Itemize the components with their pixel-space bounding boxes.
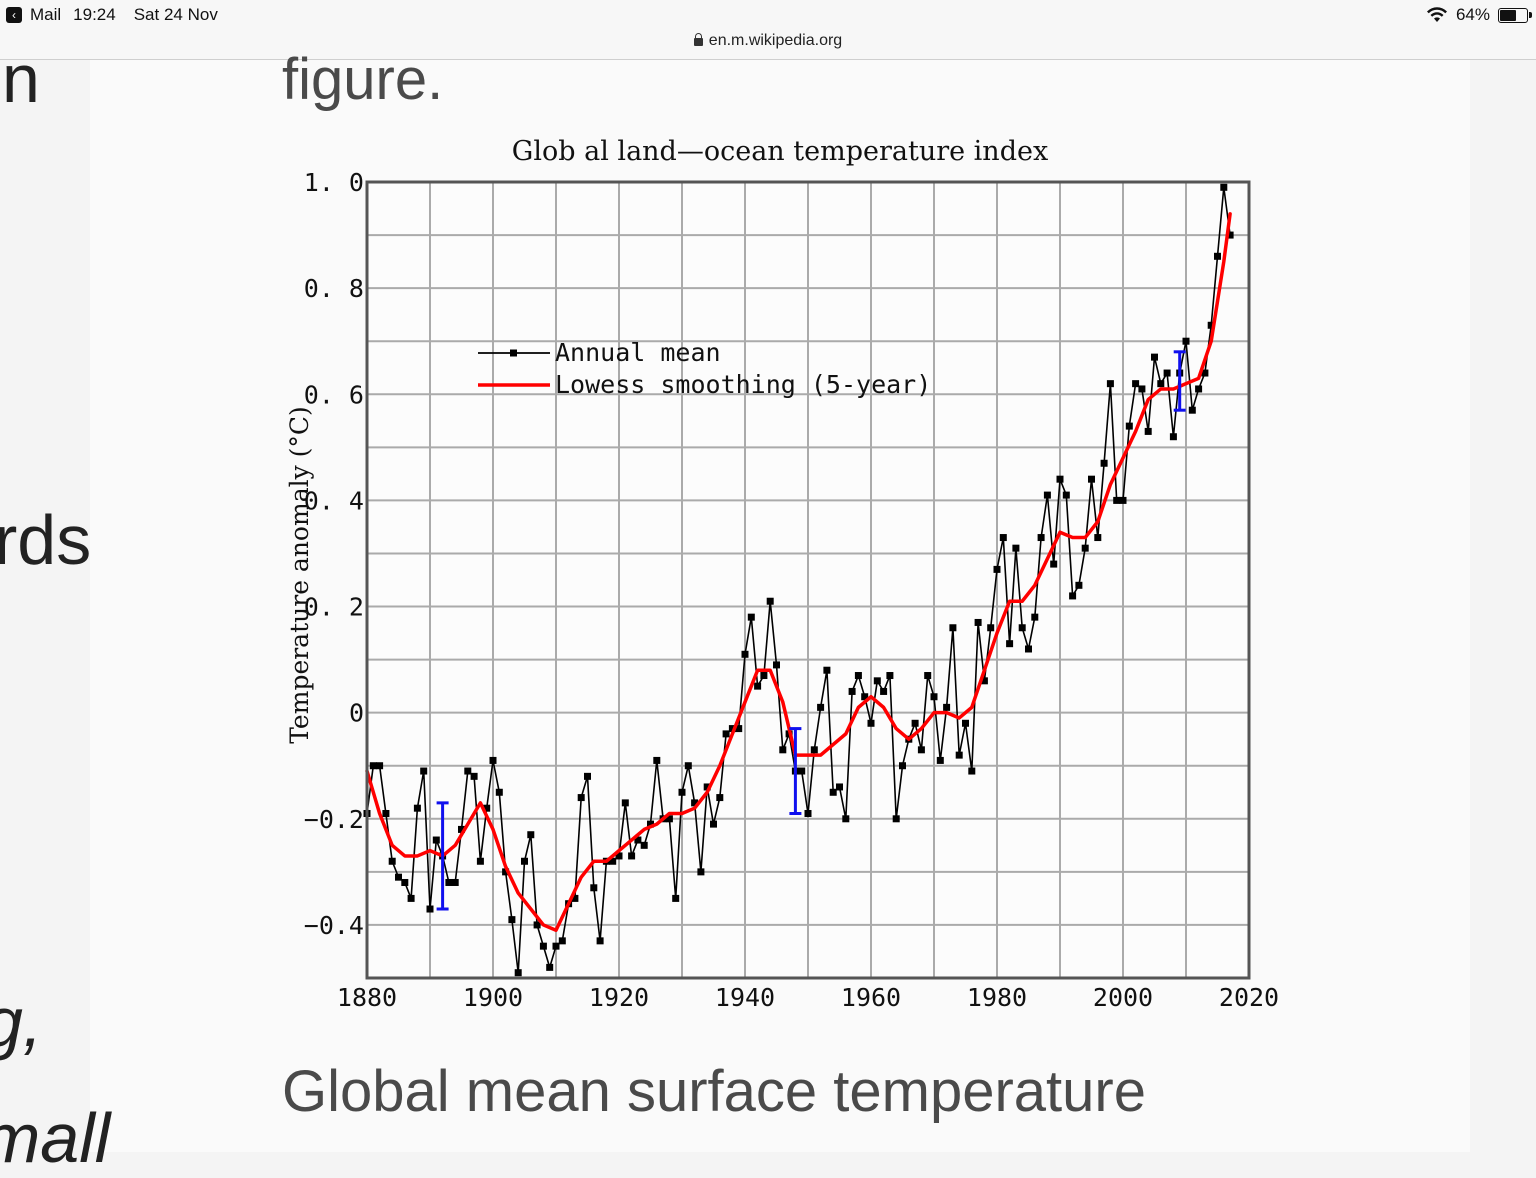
background-text-fragment: g,: [0, 983, 43, 1061]
wifi-icon: [1426, 7, 1447, 22]
battery-icon: [1498, 7, 1532, 23]
background-text-fragment: n: [2, 41, 40, 117]
figure-word: figure.: [282, 47, 444, 112]
url-bar[interactable]: en.m.wikipedia.org: [0, 30, 1536, 60]
lock-icon: [693, 33, 703, 46]
status-left: ‹ Mail 19:24 Sat 24 Nov: [6, 5, 218, 25]
background-text-fragment: rds: [0, 501, 92, 579]
back-app-label[interactable]: Mail: [30, 5, 62, 24]
status-date: Sat 24 Nov: [133, 5, 218, 24]
background-text-fragment: mall: [0, 1099, 111, 1177]
status-bar: ‹ Mail 19:24 Sat 24 Nov 64%: [0, 0, 1536, 30]
figure-caption: Global mean surface temperature: [282, 1059, 1146, 1124]
status-time: 19:24: [73, 5, 116, 24]
article-page: [90, 60, 1470, 1152]
url-domain[interactable]: en.m.wikipedia.org: [708, 32, 843, 49]
status-right: 64%: [1426, 5, 1532, 25]
back-to-app-icon[interactable]: ‹: [6, 7, 22, 23]
battery-percent: 64%: [1455, 5, 1490, 24]
